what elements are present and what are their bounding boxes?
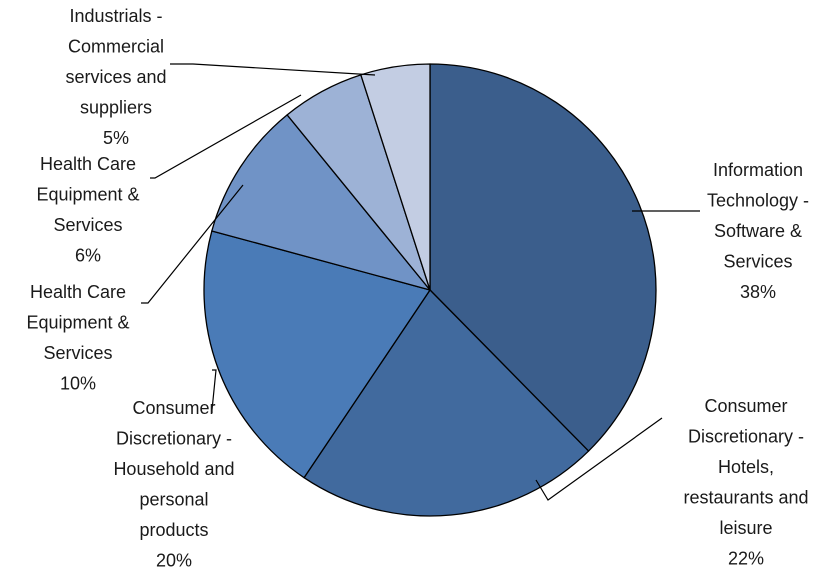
slice-percent-label: 22% <box>728 549 764 568</box>
leader-line-2 <box>535 417 663 501</box>
slice-name-line: Software & <box>714 221 802 241</box>
pie-slice-2 <box>303 289 590 517</box>
slice-percent-label: 38% <box>740 282 776 302</box>
slice-label-4: Health Care Equipment & Services 10% <box>26 282 129 394</box>
pie-slice-3 <box>203 230 431 479</box>
slice-label-2: Consumer Discretionary - Hotels, restaurant… <box>683 396 808 568</box>
slice-name-line: Discretionary - <box>688 427 804 447</box>
slice-name-line: Services <box>53 215 122 235</box>
slice-name-line: Information <box>713 160 803 180</box>
slice-name-line: Services <box>723 252 792 272</box>
slice-name-line: Consumer <box>704 396 787 416</box>
slice-label-3: Consumer Discretionary - Household and pers… <box>113 398 234 568</box>
pie-slice-1 <box>429 63 657 452</box>
slice-labels: Information Technology - Software & Service… <box>26 6 809 568</box>
slice-percent-label: 10% <box>60 374 96 394</box>
slice-name-line: restaurants and <box>683 488 808 508</box>
slice-name-line: Equipment & <box>36 185 139 205</box>
slice-label-1: Information Technology - Software & Service… <box>707 160 809 302</box>
slice-percent-label: 6% <box>75 246 101 266</box>
slice-label-5: Health Care Equipment & Services 6% <box>36 154 139 266</box>
leader-line-3 <box>211 369 217 413</box>
slice-name-line: personal <box>139 490 208 510</box>
slice-percent-label: 20% <box>156 551 192 568</box>
slice-name-line: Discretionary - <box>116 429 232 449</box>
pie-slice-4 <box>211 114 431 291</box>
pie-slices <box>203 63 657 517</box>
slice-name-line: Health Care <box>40 154 136 174</box>
slice-name-line: Consumer <box>132 398 215 418</box>
slice-name-line: suppliers <box>80 98 152 118</box>
slice-name-line: Industrials - <box>69 6 162 26</box>
pie-slice-6 <box>360 63 431 291</box>
slice-name-line: products <box>139 520 208 540</box>
slice-name-line: Health Care <box>30 282 126 302</box>
slice-name-line: leisure <box>719 518 772 538</box>
slice-name-line: Household and <box>113 459 234 479</box>
label-leader-lines <box>141 63 700 501</box>
leader-line-4 <box>141 184 244 304</box>
leader-line-6 <box>170 63 376 76</box>
slice-name-line: Equipment & <box>26 313 129 333</box>
slice-name-line: Technology - <box>707 191 809 211</box>
slice-percent-label: 5% <box>103 128 129 148</box>
slice-name-line: services and <box>65 67 166 87</box>
slice-name-line: Services <box>43 343 112 363</box>
slice-name-line: Hotels, <box>718 457 774 477</box>
leader-line-5 <box>150 94 302 179</box>
slice-label-6: Industrials - Commercial services and suppl… <box>65 6 166 148</box>
slice-name-line: Commercial <box>68 37 164 57</box>
